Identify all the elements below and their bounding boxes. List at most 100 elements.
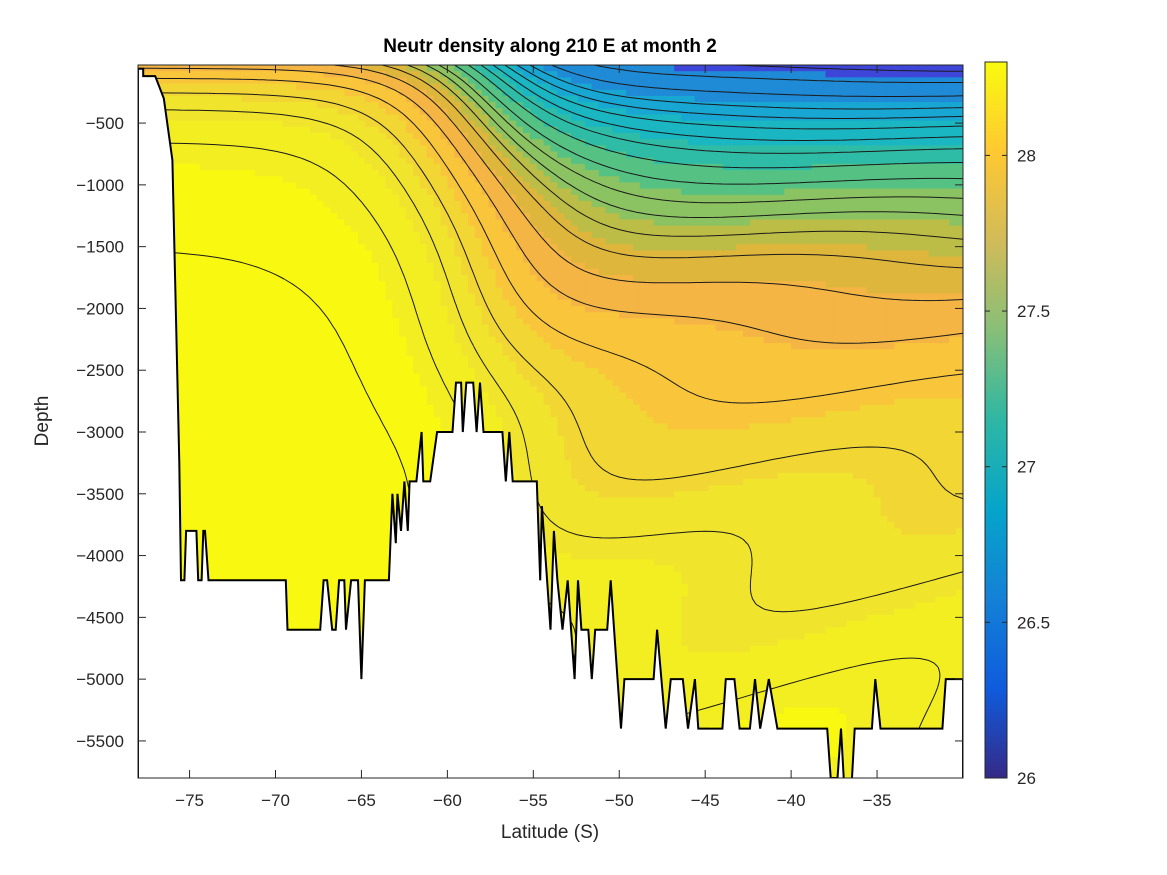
density-cell <box>825 472 833 628</box>
density-cell <box>777 194 785 221</box>
density-cell <box>344 77 352 97</box>
density-cell <box>908 293 916 344</box>
density-cell <box>667 114 675 140</box>
density-cell <box>523 157 531 183</box>
density-cell <box>901 65 909 78</box>
density-cell <box>282 65 290 72</box>
density-cell <box>461 132 469 165</box>
density-cell <box>818 244 827 282</box>
density-cell <box>584 367 593 492</box>
density-cell <box>784 145 792 171</box>
density-cell <box>804 71 813 103</box>
density-cell <box>736 485 744 653</box>
density-cell <box>378 65 387 72</box>
density-cell <box>722 170 730 196</box>
density-cell <box>743 336 751 431</box>
density-cell <box>914 398 923 536</box>
density-cell <box>165 71 173 85</box>
density-cell <box>832 287 840 350</box>
density-cell <box>419 114 428 146</box>
density-cell <box>901 534 909 610</box>
density-cell <box>736 225 744 245</box>
density-cell <box>653 318 662 424</box>
density-cell <box>481 77 490 97</box>
density-cell <box>818 281 827 350</box>
density-cell <box>502 95 510 116</box>
density-cell <box>804 219 813 245</box>
density-cell <box>688 651 696 733</box>
density-cell <box>378 176 387 282</box>
density-cell <box>564 77 572 97</box>
density-cell <box>935 102 943 122</box>
density-cell <box>701 145 710 165</box>
density-cell <box>653 163 662 190</box>
density-cell <box>543 200 552 239</box>
density-cell <box>660 95 668 116</box>
density-cell <box>770 65 778 72</box>
density-cell <box>784 423 792 474</box>
density-cell <box>681 596 689 647</box>
density-cell <box>818 349 827 418</box>
density-cell <box>798 71 806 103</box>
density-cell <box>199 120 208 171</box>
density-cell <box>791 120 799 146</box>
density-cell <box>715 163 723 196</box>
density-cell <box>550 244 558 295</box>
density-cell <box>839 411 847 474</box>
density-cell <box>935 398 943 536</box>
density-cell <box>495 176 503 221</box>
density-cell <box>784 281 792 344</box>
density-cell <box>736 145 744 171</box>
density-cell <box>598 373 607 499</box>
density-cell <box>667 318 675 431</box>
density-cell <box>956 77 963 103</box>
density-cell <box>921 188 930 221</box>
density-cell <box>722 65 730 72</box>
density-cell <box>935 256 943 295</box>
density-cell <box>639 114 648 140</box>
density-cell <box>529 275 538 332</box>
density-cell <box>385 65 393 78</box>
density-cell <box>633 318 641 406</box>
density-cell <box>901 398 909 536</box>
density-cell <box>571 95 579 122</box>
density-cell <box>839 188 847 221</box>
density-cell <box>846 163 854 190</box>
density-cell <box>241 71 249 85</box>
density-cell <box>578 200 586 233</box>
density-cell <box>248 170 256 778</box>
density-cell <box>825 349 833 412</box>
density-cell <box>708 324 717 431</box>
density-cell <box>591 65 600 91</box>
density-cell <box>914 188 923 221</box>
density-cell <box>268 120 277 177</box>
density-cell <box>825 627 833 709</box>
density-cell <box>701 225 710 251</box>
density-cell <box>440 65 448 78</box>
density-cell <box>351 114 359 153</box>
density-cell <box>901 102 909 122</box>
density-cell <box>523 380 531 529</box>
density-cell <box>454 65 462 72</box>
density-cell <box>674 571 682 740</box>
density-cell <box>488 71 497 85</box>
density-cell <box>296 65 304 72</box>
density-cell <box>681 120 689 140</box>
density-cell <box>914 120 923 146</box>
density-cell <box>241 120 249 171</box>
density-cell <box>612 65 620 91</box>
density-cell <box>894 120 902 146</box>
density-cell <box>619 65 627 91</box>
density-cell <box>502 188 510 233</box>
density-cell <box>626 65 634 97</box>
density-cell <box>866 293 875 350</box>
density-cell <box>681 324 689 431</box>
y-tick-label: −3000 <box>76 423 124 442</box>
density-cell <box>914 250 923 295</box>
density-cell <box>880 250 888 295</box>
density-cell <box>921 145 930 165</box>
density-cell <box>770 244 778 282</box>
density-cell <box>364 71 373 85</box>
density-cell <box>337 219 345 778</box>
density-cell <box>461 163 469 214</box>
